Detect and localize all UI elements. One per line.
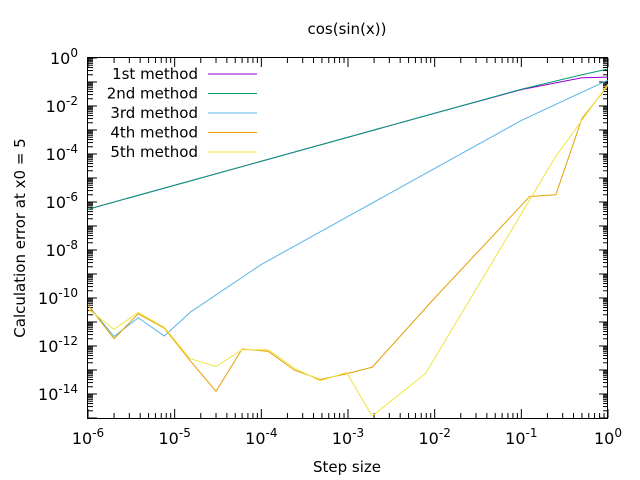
series-line-3	[88, 79, 608, 337]
series-line-2	[88, 68, 608, 210]
y-tick-label: 10-12	[38, 334, 78, 356]
x-tick-label: 10-1	[505, 426, 537, 448]
legend-label-4: 4th method	[110, 124, 198, 142]
x-tick-label: 10-6	[72, 426, 104, 448]
y-tick-label: 100	[50, 46, 78, 68]
y-tick-label: 10-14	[38, 382, 78, 404]
legend-label-1: 1st method	[112, 65, 198, 83]
y-tick-label: 10-8	[46, 238, 78, 260]
legend-label-5: 5th method	[110, 143, 198, 161]
axis-ticks	[87, 57, 609, 419]
x-tick-label: 100	[594, 426, 622, 448]
plot-frame	[87, 57, 608, 419]
y-tick-label: 10-6	[46, 190, 78, 212]
series-lines	[88, 68, 608, 417]
x-tick-label: 10-3	[332, 426, 364, 448]
legend-label-3: 3rd method	[110, 104, 198, 122]
y-tick-label: 10-10	[38, 286, 78, 308]
x-tick-label: 10-4	[245, 426, 277, 448]
series-line-4	[88, 85, 608, 392]
x-tick-label: 10-2	[419, 426, 451, 448]
x-tick-label: 10-5	[159, 426, 191, 448]
x-axis-label: Step size	[313, 458, 381, 476]
chart-title: cos(sin(x))	[307, 20, 386, 38]
series-line-5	[88, 84, 608, 417]
y-axis-label: Calculation error at x0 = 5	[11, 138, 29, 337]
y-tick-label: 10-2	[46, 94, 78, 116]
y-axis-tick-labels: 100 10-2 10-4 10-6 10-8 10-10 10-12 10-14	[38, 46, 78, 404]
y-tick-label: 10-4	[46, 142, 78, 164]
x-axis-tick-labels: 10-6 10-5 10-4 10-3 10-2 10-1 100	[72, 426, 622, 448]
legend-label-2: 2nd method	[107, 85, 198, 103]
